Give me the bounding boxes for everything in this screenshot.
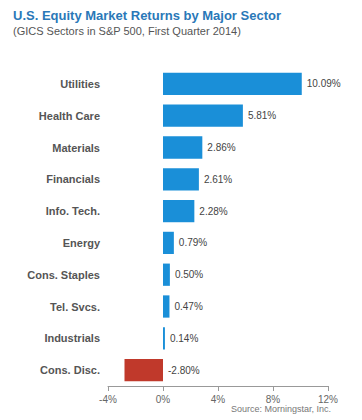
svg-text:Health Care: Health Care <box>39 110 100 122</box>
svg-text:0.47%: 0.47% <box>174 301 202 312</box>
svg-text:8%: 8% <box>265 393 281 405</box>
svg-text:Tel. Svcs.: Tel. Svcs. <box>50 301 100 313</box>
svg-text:U.S. Equity Market Returns by: U.S. Equity Market Returns by Major Sect… <box>13 8 281 23</box>
svg-text:2.61%: 2.61% <box>204 174 232 185</box>
svg-text:0%: 0% <box>156 394 171 405</box>
svg-text:Cons. Staples: Cons. Staples <box>27 269 100 281</box>
svg-text:Industrials: Industrials <box>44 332 100 344</box>
svg-text:Info. Tech.: Info. Tech. <box>46 205 100 217</box>
svg-text:4%: 4% <box>211 394 226 405</box>
svg-text:-4%: -4% <box>99 394 117 405</box>
svg-text:(GICS Sectors in S&P 500, Firs: (GICS Sectors in S&P 500, First Quarter … <box>13 25 241 37</box>
svg-text:0.14%: 0.14% <box>170 333 198 344</box>
svg-text:12%: 12% <box>318 393 338 405</box>
svg-text:Materials: Materials <box>52 142 100 154</box>
svg-text:Energy: Energy <box>63 237 101 249</box>
svg-text:10.09%: 10.09% <box>307 78 341 89</box>
svg-text:Cons. Disc.: Cons. Disc. <box>40 364 100 376</box>
svg-text:5.81%: 5.81% <box>248 110 276 121</box>
svg-text:2.86%: 2.86% <box>207 142 235 153</box>
svg-text:0.79%: 0.79% <box>179 237 207 248</box>
svg-text:0.50%: 0.50% <box>175 269 203 280</box>
svg-text:Source: Morningstar, Inc.: Source: Morningstar, Inc. <box>231 404 331 414</box>
svg-text:Utilities: Utilities <box>60 78 100 90</box>
svg-text:Financials: Financials <box>46 173 100 185</box>
svg-text:2.28%: 2.28% <box>199 206 227 217</box>
svg-text:-2.80%: -2.80% <box>168 365 200 376</box>
